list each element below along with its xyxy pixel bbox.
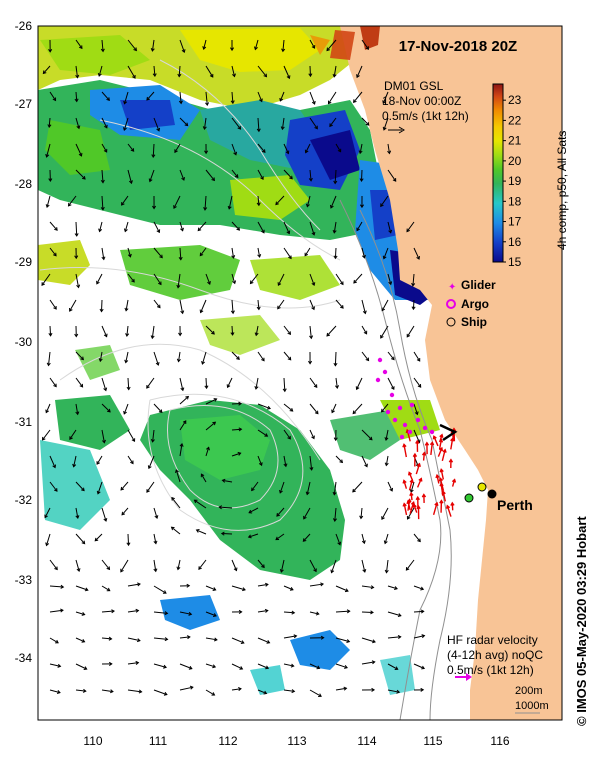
ship-marker <box>477 482 487 492</box>
glider-legend-icon: ✦ <box>448 282 456 293</box>
isobath-1000m-label: 1000m <box>515 700 549 712</box>
y-tick-label: -31 <box>15 415 33 429</box>
colorbar-gradient <box>492 83 504 263</box>
plot-area <box>38 26 562 720</box>
hf-radar-line3: 0.5m/s (1kt 12h) <box>447 663 534 677</box>
y-tick-label: -32 <box>15 493 33 507</box>
land-mass <box>340 26 562 720</box>
colorbar-tick-label: 15 <box>508 255 522 269</box>
isobath-200m-label: 200m <box>515 685 543 697</box>
x-tick-label: 110 <box>83 734 102 748</box>
hf-radar-info: HF radar velocity (4-12h avg) noQC 0.5m/… <box>447 633 549 714</box>
x-tick-label: 114 <box>357 734 376 748</box>
colorbar-tick-label: 19 <box>508 174 522 188</box>
colorbar-tick-label: 22 <box>508 113 522 127</box>
glider-track <box>375 357 435 440</box>
x-axis: 110 111 112 113 114 115 116 <box>83 734 509 748</box>
hf-radar-line2: (4-12h avg) noQC <box>447 648 543 662</box>
y-tick-label: -33 <box>15 573 33 587</box>
credit-text: IMOS 05-May-2020 03:29 Hobart <box>574 516 589 713</box>
colorbar-tick-label: 16 <box>508 235 522 249</box>
glider-info-line1: DM01 GSL <box>384 79 444 93</box>
perth-label: Perth <box>497 497 533 513</box>
x-tick-label: 113 <box>287 734 306 748</box>
x-tick-label: 115 <box>423 734 442 748</box>
argo-legend-icon <box>446 299 456 309</box>
ship-legend-label: Ship <box>461 315 487 329</box>
y-tick-label: -29 <box>15 255 33 269</box>
sst-field <box>38 26 440 695</box>
perth-marker <box>487 489 497 499</box>
x-tick-label: 112 <box>218 734 237 748</box>
argo-legend-label: Argo <box>461 297 489 311</box>
colorbar-tick-label: 17 <box>508 215 522 229</box>
y-axis: -26 -27 -28 -29 -30 -31 -32 -33 -34 <box>15 19 33 665</box>
x-tick-label: 111 <box>149 734 168 748</box>
hf-radar-arrows <box>402 427 457 520</box>
y-tick-label: -26 <box>15 19 33 33</box>
map-title: 17-Nov-2018 20Z <box>399 38 517 55</box>
colorbar-tick-label: 20 <box>508 154 522 168</box>
argo-float-marker <box>464 493 474 503</box>
colorbar-tick-label: 23 <box>508 93 522 107</box>
y-tick-label: -30 <box>15 335 33 349</box>
colorbar: 23 22 21 20 19 18 17 16 15 4h comp, p50, All Sat… <box>492 83 569 269</box>
ship-legend-icon <box>446 317 456 327</box>
colorbar-tick-label: 18 <box>508 194 522 208</box>
marker-legend: ✦ Glider Argo Ship <box>446 278 496 329</box>
glider-info: DM01 GSL 18-Nov 00:00Z 0.5m/s (1kt 12h) <box>382 79 469 134</box>
velocity-arrows <box>41 39 426 697</box>
credit-line: © IMOS 05-May-2020 03:29 Hobart <box>574 516 589 726</box>
x-tick-label: 116 <box>490 734 509 748</box>
copyright-icon: © <box>574 716 589 726</box>
glider-legend-label: Glider <box>461 278 496 292</box>
hf-radar-line1: HF radar velocity <box>447 633 538 647</box>
colorbar-tick-label: 21 <box>508 134 522 148</box>
glider-arrow <box>439 423 458 442</box>
glider-info-line3: 0.5m/s (1kt 12h) <box>382 109 469 123</box>
colorbar-label: 4h comp, p50, All Sats <box>555 131 569 250</box>
sst-contours <box>39 59 341 531</box>
glider-info-line2: 18-Nov 00:00Z <box>382 94 461 108</box>
y-tick-label: -34 <box>15 651 33 665</box>
y-tick-label: -27 <box>15 97 33 111</box>
y-tick-label: -28 <box>15 177 33 191</box>
